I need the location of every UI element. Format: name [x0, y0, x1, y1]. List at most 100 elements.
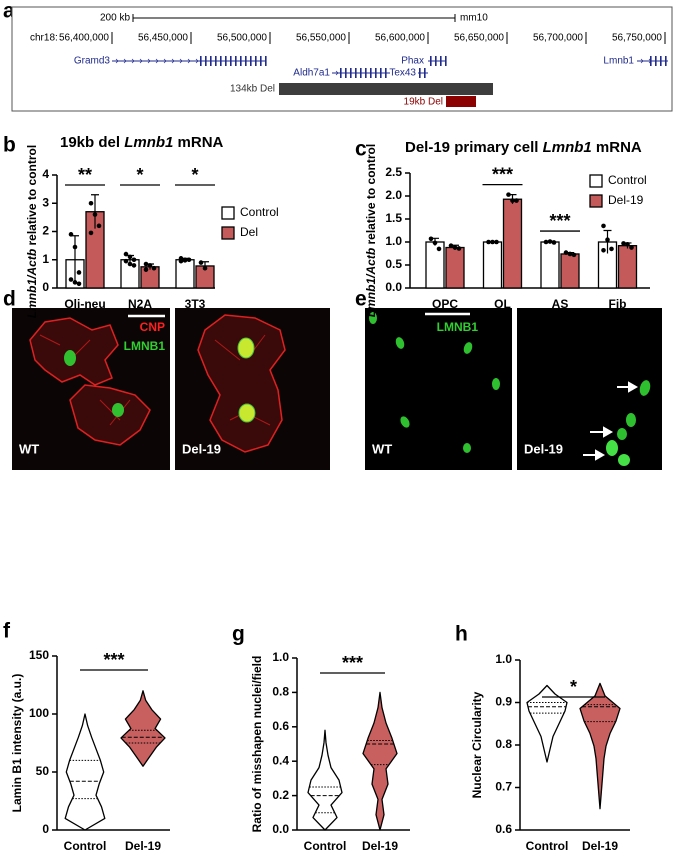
nucleus [626, 413, 636, 427]
x-tick-label: Control [526, 839, 569, 851]
violin [307, 729, 343, 831]
data-point [551, 240, 557, 245]
arrows [583, 381, 639, 461]
bar [560, 253, 580, 289]
x-tick-label: OPC [432, 297, 458, 311]
exon [365, 68, 367, 78]
legend-label: Control [608, 173, 647, 187]
exon [345, 68, 347, 78]
y-tick-label: 0.8 [272, 685, 289, 699]
x-tick-label: Del-19 [362, 839, 398, 851]
significance-label: *** [342, 653, 363, 673]
intron-chevron [187, 58, 191, 64]
y-tick-label: 100 [29, 706, 49, 720]
chart-title: Del-19 primary cell Lmnb1 mRNA [405, 139, 642, 156]
position-label: 56,650,000 [454, 33, 504, 44]
x-tick-label: N2A [128, 297, 152, 311]
data-point [605, 237, 610, 242]
y-tick-label: 0.0 [272, 822, 289, 836]
exon [225, 56, 227, 66]
exon [205, 56, 207, 66]
data-point [563, 250, 569, 255]
arrow-head [628, 381, 639, 393]
position-label: 56,700,000 [533, 33, 583, 44]
exon [445, 56, 447, 66]
data-point [186, 257, 192, 263]
legend-label: Del [240, 225, 258, 239]
gene-label: Gramd3 [74, 56, 111, 67]
y-tick-label: 0.9 [495, 695, 512, 709]
exon [255, 56, 257, 66]
x-tick-label: Del-19 [125, 839, 161, 851]
intron-chevron [163, 58, 167, 64]
intron-chevron [155, 58, 159, 64]
bar [617, 245, 638, 289]
nucleus [639, 380, 651, 396]
data-point [123, 251, 129, 257]
exon [235, 56, 237, 66]
data-point [506, 192, 511, 197]
data-point [490, 239, 495, 245]
scale-label: 200 kb [100, 13, 130, 24]
legend-swatch [221, 206, 235, 220]
x-tick-label: Control [64, 839, 107, 851]
panel-label: c [355, 138, 367, 161]
chromosome-label: chr18: [30, 33, 58, 44]
image-e: LMNB1 WT Del-19 [365, 308, 662, 470]
violin [64, 713, 106, 831]
data-point [131, 257, 137, 263]
legend-swatch [221, 226, 235, 240]
exon [340, 68, 342, 78]
x-tick-label: Oli-neu [64, 297, 105, 311]
exon [424, 68, 426, 78]
x-tick-label: OL [494, 297, 511, 311]
data-point [92, 212, 98, 217]
intron-chevron [147, 58, 151, 64]
x-tick-label: Fib [609, 297, 627, 311]
exon [355, 68, 357, 78]
y-axis-label-part: relative to control [364, 144, 378, 245]
data-point [428, 236, 434, 242]
y-axis-label: Nuclear Circularity [470, 691, 484, 798]
condition-label: Del-19 [524, 441, 563, 456]
error-bar [603, 229, 612, 254]
data-point [96, 223, 102, 229]
violin [579, 682, 621, 810]
y-axis-label: Lamin B1 intensity (a.u.) [10, 674, 24, 813]
x-tick-label: Control [304, 839, 347, 851]
gene-label: Tex43 [389, 68, 416, 79]
nucleus [463, 342, 473, 354]
nucleus [400, 416, 410, 428]
bar [482, 241, 503, 289]
y-tick-label: 2 [42, 224, 49, 238]
chart-title-part: Lmnb1 [124, 134, 173, 151]
exon [215, 56, 217, 66]
data-point [629, 245, 634, 250]
micrograph [365, 308, 512, 470]
intron-chevron [131, 58, 135, 64]
y-tick-label: 2.0 [385, 188, 402, 202]
y-tick-label: 0.6 [495, 822, 512, 836]
y-tick-label: 0 [42, 280, 49, 294]
exon [440, 56, 442, 66]
violin [362, 691, 398, 831]
significance-label: * [136, 165, 143, 185]
y-tick-label: 2.5 [385, 165, 402, 179]
y-axis-label-part: Lmnb1/Actb [364, 248, 378, 317]
data-point [514, 198, 519, 203]
panel-label: g [232, 623, 245, 646]
panel-label: b [3, 134, 16, 157]
data-point [452, 245, 458, 250]
data-point [151, 265, 157, 271]
chart-title-part: 19kb del [60, 134, 120, 151]
intron-chevron [123, 58, 127, 64]
data-point [127, 254, 133, 260]
data-point [88, 200, 94, 206]
exon [220, 56, 222, 66]
data-point [609, 246, 614, 252]
exon [665, 56, 667, 66]
position-label: 56,400,000 [59, 33, 109, 44]
chart-title: 19kb del Lmnb1 mRNA [60, 134, 224, 151]
intron-chevron [171, 58, 175, 64]
exon [230, 56, 232, 66]
